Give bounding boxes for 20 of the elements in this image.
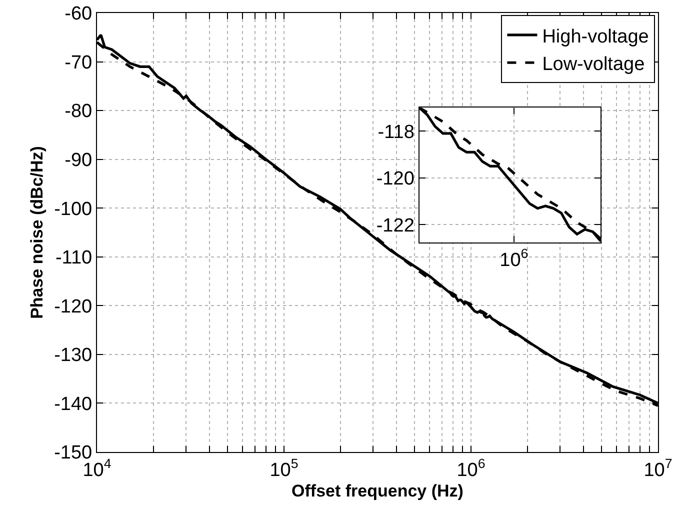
x-tick-label: 10$^{6}$ <box>456 456 486 481</box>
y-tick-label: -80 <box>64 101 92 122</box>
y-axis-title: Phase noise (dBc/Hz) <box>28 146 47 319</box>
y-tick-label: -100 <box>54 198 92 220</box>
y-tick-label: -118 <box>378 122 414 143</box>
y-tick-label: -140 <box>54 394 92 415</box>
y-tick-label: -60 <box>64 4 92 25</box>
y-tick-label: -70 <box>64 52 92 74</box>
x-tick-label: 10$^{5}$ <box>270 456 298 481</box>
y-tick-label: -122 <box>376 215 414 236</box>
y-tick-label: -120 <box>54 296 92 318</box>
x-tick-label: 10$^{7}$ <box>644 456 672 481</box>
y-tick-label: -110 <box>55 248 92 269</box>
y-tick-label: -120 <box>376 168 414 190</box>
y-tick-label: -90 <box>64 150 92 171</box>
x-axis-title: Offset frequency (Hz) <box>292 481 464 500</box>
legend-label: Low-voltage <box>542 54 645 76</box>
legend-label: High-voltage <box>542 26 649 48</box>
x-tick-label: 10$^{6}$ <box>500 246 528 272</box>
y-tick-label: -130 <box>54 345 92 366</box>
